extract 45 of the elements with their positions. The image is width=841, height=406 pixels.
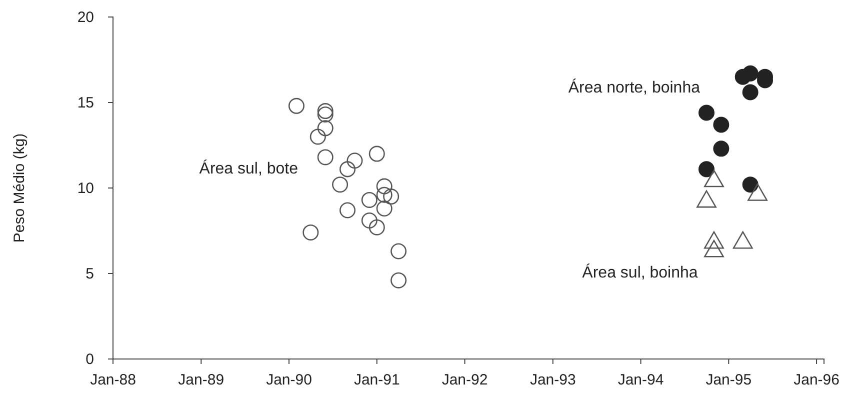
- point: [376, 178, 392, 194]
- point: [310, 128, 326, 145]
- point: [383, 188, 400, 205]
- point: [361, 212, 378, 228]
- point: [376, 200, 392, 217]
- point: [390, 272, 407, 288]
- point: [698, 161, 715, 178]
- point: [340, 161, 356, 178]
- point: [317, 106, 334, 122]
- point: [713, 116, 730, 133]
- point: [713, 140, 730, 157]
- x-tick-label: Jan-90: [266, 372, 312, 389]
- point: [698, 104, 715, 121]
- point: [317, 103, 334, 120]
- x-tick-label: Jan-96: [794, 372, 840, 389]
- series-label: Área norte, boinha: [568, 78, 700, 97]
- point: [317, 120, 334, 136]
- point: [368, 219, 385, 236]
- y-tick-label: 15: [77, 94, 94, 112]
- x-tick-label: Jan-92: [442, 372, 488, 389]
- point: [288, 98, 304, 114]
- x-tick-label: Jan-88: [90, 372, 136, 389]
- point: [361, 192, 378, 208]
- x-tick-label: Jan-94: [618, 372, 664, 389]
- y-tick-label: 5: [86, 265, 94, 282]
- point: [340, 202, 356, 218]
- x-tick-label: Jan-95: [706, 372, 752, 389]
- point: [317, 149, 334, 166]
- y-axis-title: Peso Médio (kg): [11, 133, 28, 243]
- series-label: Área sul, bote: [199, 160, 298, 178]
- y-tick-label: 0: [86, 350, 94, 368]
- point: [742, 65, 758, 82]
- x-tick-label: Jan-93: [530, 372, 576, 389]
- point: [368, 146, 385, 162]
- point: [332, 176, 348, 193]
- point: [376, 186, 392, 203]
- point: [346, 152, 363, 169]
- x-tick-label: Jan-91: [354, 372, 400, 389]
- x-tick-label: Jan-89: [178, 372, 224, 389]
- series-label: Área sul, boinha: [582, 264, 698, 282]
- point: [742, 84, 758, 100]
- y-tick-label: 20: [77, 8, 94, 26]
- y-tick-label: 10: [77, 180, 94, 197]
- point: [302, 224, 319, 240]
- point: [390, 243, 407, 260]
